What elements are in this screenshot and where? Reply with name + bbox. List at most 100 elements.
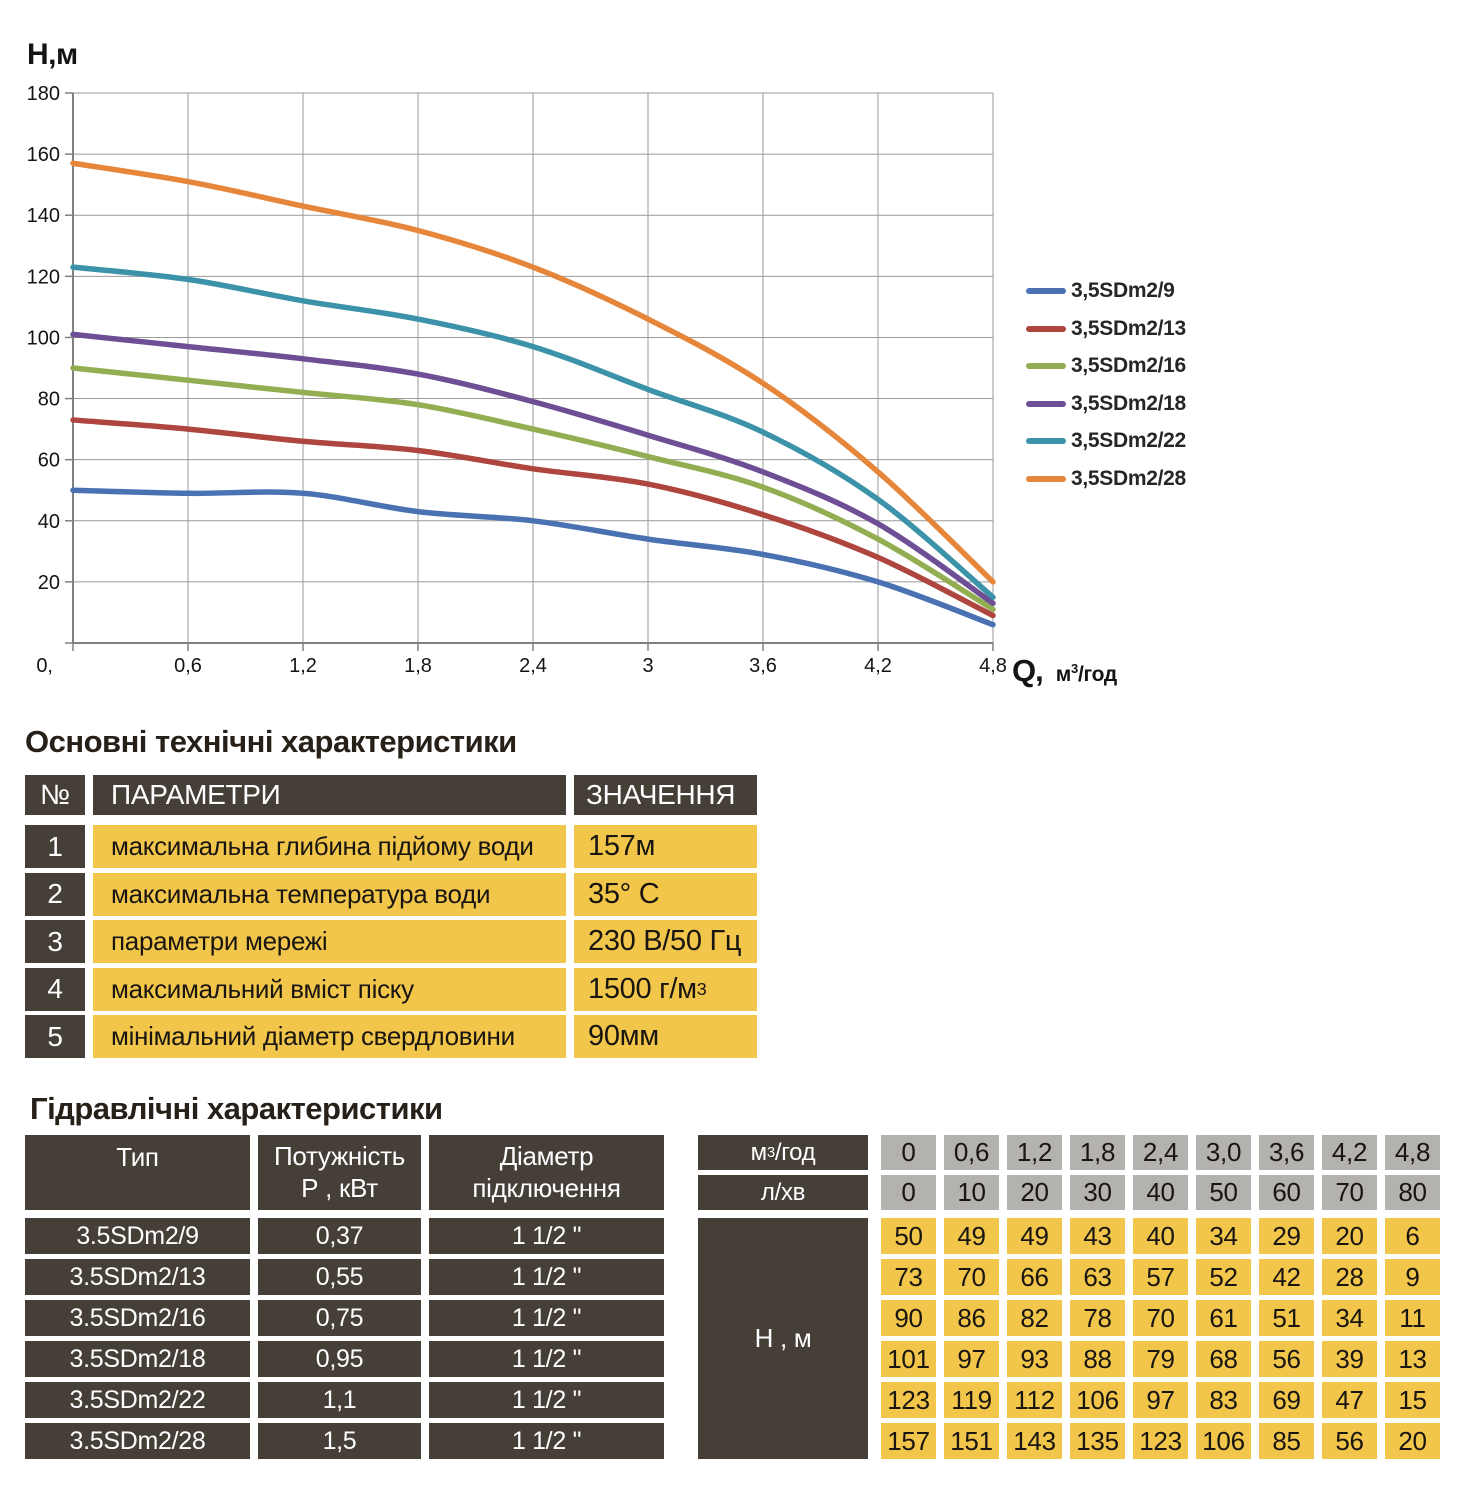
hyd-head-value: 101 — [881, 1341, 936, 1377]
hyd-flow-l-value: 60 — [1259, 1175, 1314, 1210]
x-tick-label: 1,8 — [404, 655, 432, 677]
x-axis-title-q: Q, — [1012, 653, 1044, 688]
hyd-head-value: 70 — [1133, 1300, 1188, 1336]
hyd-head-value: 86 — [944, 1300, 999, 1336]
y-tick-label: 20 — [38, 572, 60, 594]
hyd-flow-m3-value: 1,2 — [1007, 1135, 1062, 1170]
hyd-head-value: 13 — [1385, 1341, 1440, 1377]
hyd-flow-l-value: 10 — [944, 1175, 999, 1210]
hyd-flow-l-value: 30 — [1070, 1175, 1125, 1210]
hyd-head-value: 151 — [944, 1423, 999, 1459]
legend-item-3,5SDm2/16: 3,5SDm2/16 — [1026, 354, 1186, 378]
y-tick-label: 140 — [27, 205, 60, 227]
hyd-head-value: 20 — [1385, 1423, 1440, 1459]
hyd-head-value: 135 — [1070, 1423, 1125, 1459]
hyd-head-value: 88 — [1070, 1341, 1125, 1377]
tech-section-title: Основні технічні характеристики — [25, 724, 517, 759]
hyd-header-diameter: Діаметр підключення — [429, 1135, 664, 1210]
hyd-head-value: 157 — [881, 1423, 936, 1459]
hyd-header-power-line1: Потужність — [273, 1140, 406, 1171]
hyd-head-value: 123 — [1133, 1423, 1188, 1459]
hyd-head-value: 143 — [1007, 1423, 1062, 1459]
hyd-flow-m3-value: 0 — [881, 1135, 936, 1170]
hyd-flow-m3-value: 4,2 — [1322, 1135, 1377, 1170]
legend-label: 3,5SDm2/18 — [1071, 391, 1186, 415]
hyd-row-diameter: 1 1/2 " — [429, 1382, 664, 1418]
hyd-head-value: 78 — [1070, 1300, 1125, 1336]
hyd-row-power: 1,1 — [258, 1382, 421, 1418]
hyd-head-value: 123 — [881, 1382, 936, 1418]
hyd-head-value: 43 — [1070, 1218, 1125, 1254]
series-curve-3,5SDm2/22 — [70, 264, 996, 600]
y-tick-label: 60 — [38, 450, 60, 472]
hyd-row-type: 3.5SDm2/13 — [25, 1259, 250, 1295]
chart-legend: 3,5SDm2/9 3,5SDm2/13 3,5SDm2/16 3,5SDm2/18 3… — [1026, 279, 1186, 491]
legend-label: 3,5SDm2/28 — [1071, 466, 1186, 490]
hyd-head-value: 28 — [1322, 1259, 1377, 1295]
series-curve-3,5SDm2/9 — [70, 487, 996, 628]
hyd-head-value: 97 — [1133, 1382, 1188, 1418]
hyd-head-value: 50 — [881, 1218, 936, 1254]
x-tick-label: 2,4 — [519, 655, 547, 677]
hyd-flow-l-value: 40 — [1133, 1175, 1188, 1210]
hyd-head-value: 6 — [1385, 1218, 1440, 1254]
tech-row-num: 3 — [25, 920, 85, 963]
tech-row-param: параметри мережі — [93, 920, 566, 963]
hyd-flow-m3-value: 2,4 — [1133, 1135, 1188, 1170]
hyd-row-diameter: 1 1/2 " — [429, 1300, 664, 1336]
hyd-head-value: 69 — [1259, 1382, 1314, 1418]
hyd-row-type: 3.5SDm2/18 — [25, 1341, 250, 1377]
hyd-head-value: 34 — [1196, 1218, 1251, 1254]
legend-line-swatch — [1026, 438, 1066, 444]
hyd-row-type: 3.5SDm2/22 — [25, 1382, 250, 1418]
x-tick-label: 3,6 — [749, 655, 777, 677]
hyd-row-power: 0,37 — [258, 1218, 421, 1254]
hyd-head-value: 34 — [1322, 1300, 1377, 1336]
hyd-head-value: 42 — [1259, 1259, 1314, 1295]
hyd-flow-l-value: 80 — [1385, 1175, 1440, 1210]
tech-row-value: 230 В/50 Гц — [574, 920, 757, 963]
hyd-row-power: 0,75 — [258, 1300, 421, 1336]
tech-row-value: 1500 г/м 3 — [574, 967, 757, 1011]
legend-label: 3,5SDm2/9 — [1071, 279, 1175, 302]
series-curve-3,5SDm2/16 — [70, 365, 996, 613]
hyd-head-value: 49 — [1007, 1218, 1062, 1254]
tech-table: № ПАРАМЕТРИ ЗНАЧЕННЯ 1 максимальна глибина п… — [25, 775, 765, 1060]
legend-item-3,5SDm2/28: 3,5SDm2/28 — [1026, 467, 1186, 491]
legend-line-swatch — [1026, 325, 1066, 332]
hyd-head-value: 73 — [881, 1259, 936, 1295]
tech-row-param: максимальна глибина підйому води — [93, 825, 566, 868]
hyd-head-value: 119 — [944, 1382, 999, 1418]
y-tick-label: 80 — [38, 389, 60, 411]
hyd-head-value: 83 — [1196, 1382, 1251, 1418]
series-curve-3,5SDm2/18 — [70, 331, 996, 607]
hyd-head-value: 47 — [1322, 1382, 1377, 1418]
hyd-flow-m3-value: 4,8 — [1385, 1135, 1440, 1170]
hyd-flow-l-value: 70 — [1322, 1175, 1377, 1210]
hyd-head-value: 52 — [1196, 1259, 1251, 1295]
hyd-head-value: 66 — [1007, 1259, 1062, 1295]
hyd-head-value: 56 — [1322, 1423, 1377, 1459]
hyd-head-value: 39 — [1322, 1341, 1377, 1377]
x-tick-label: 4,8 — [979, 655, 1007, 677]
tech-row-num: 2 — [25, 872, 85, 916]
y-tick-label: 100 — [27, 327, 60, 349]
hyd-header-power-line2: Р , кВт — [301, 1172, 378, 1203]
hyd-row-power: 1,5 — [258, 1423, 421, 1459]
hyd-head-value: 11 — [1385, 1300, 1440, 1336]
hyd-head-value: 29 — [1259, 1218, 1314, 1254]
hyd-flow-m3-value: 0,6 — [944, 1135, 999, 1170]
hydraulic-table: Тип Потужність Р , кВт Діаметр підключення м 3… — [25, 1135, 1445, 1461]
hyd-row-diameter: 1 1/2 " — [429, 1341, 664, 1377]
hyd-head-value: 106 — [1070, 1382, 1125, 1418]
tech-row-value: 35° С — [574, 872, 757, 916]
legend-item-3,5SDm2/22: 3,5SDm2/22 — [1026, 429, 1186, 453]
legend-label: 3,5SDm2/13 — [1071, 316, 1186, 340]
hyd-row-type: 3.5SDm2/28 — [25, 1423, 250, 1459]
tech-header-value: ЗНАЧЕННЯ — [574, 775, 757, 815]
hyd-head-value: 49 — [944, 1218, 999, 1254]
y-tick-label: 160 — [27, 144, 60, 166]
hyd-head-value: 40 — [1133, 1218, 1188, 1254]
hyd-flow-m3-value: 3,6 — [1259, 1135, 1314, 1170]
series-curve-3,5SDm2/13 — [70, 417, 996, 619]
